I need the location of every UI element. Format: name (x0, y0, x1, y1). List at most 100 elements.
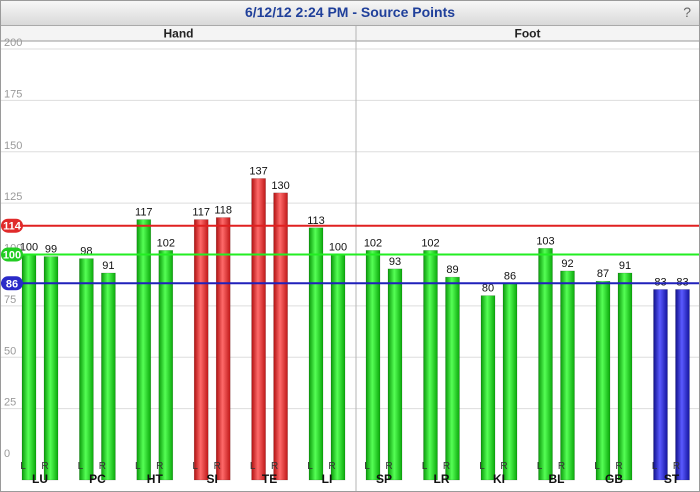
group-label-te: TE (262, 472, 277, 486)
bar-side-label: L (364, 461, 370, 472)
bar-value-label: 91 (102, 260, 114, 272)
bar-side-label: R (443, 461, 450, 472)
bar-sp-r (387, 268, 403, 481)
page-title: 6/12/12 2:24 PM - Source Points (244, 4, 456, 20)
y-tick-label: 75 (4, 294, 16, 306)
bar-sp-l (365, 250, 381, 481)
bar-side-label: L (594, 461, 600, 472)
bar-value-label: 103 (536, 235, 554, 247)
bar-lr-r (445, 276, 460, 481)
reference-badge-label: 86 (6, 278, 18, 290)
y-tick-label: 200 (4, 37, 22, 49)
bar-li-l (308, 227, 324, 481)
group-label-bl: BL (549, 472, 565, 486)
bar-st-l (653, 289, 668, 481)
bar-li-r (330, 254, 346, 481)
bar-side-label: R (615, 461, 622, 472)
y-tick-label: 175 (4, 88, 22, 100)
bar-side-label: R (673, 461, 680, 472)
bar-side-label: R (500, 461, 507, 472)
bar-lr-l (423, 250, 438, 481)
bar-ht-r (158, 250, 174, 481)
bar-side-label: L (135, 461, 141, 472)
reference-badge (1, 247, 23, 262)
bar-te-r (273, 192, 288, 481)
bar-side-label: R (328, 461, 335, 472)
bar-side-label: L (537, 461, 543, 472)
y-tick-label: 150 (4, 140, 22, 152)
bar-side-label: R (214, 461, 221, 472)
bar-gb-l (595, 280, 611, 481)
bar-ki-r (502, 283, 518, 481)
panel-title-hand: Hand (164, 27, 194, 41)
group-label-ht: HT (147, 472, 164, 486)
group-label-li: LI (322, 472, 333, 486)
bar-side-label: L (78, 461, 84, 472)
bar-side-label: L (307, 461, 313, 472)
bar-te-l (251, 178, 266, 481)
bar-ki-l (480, 295, 496, 481)
reference-badge (1, 276, 23, 291)
bar-si-l (193, 219, 209, 481)
bar-value-label: 98 (80, 246, 92, 258)
bar-side-label: L (20, 461, 26, 472)
group-label-st: ST (664, 472, 680, 486)
help-button[interactable]: ? (683, 4, 691, 20)
bar-value-label: 92 (561, 258, 573, 270)
bar-value-label: 102 (157, 237, 175, 249)
bar-side-label: L (192, 461, 198, 472)
bar-value-label: 113 (307, 215, 325, 227)
bar-value-label: 89 (446, 264, 458, 276)
y-tick-label: 25 (4, 397, 16, 409)
bar-value-label: 86 (504, 270, 516, 282)
bar-bl-r (560, 270, 575, 481)
bar-pc-r (101, 272, 116, 481)
bar-lu-r (43, 256, 59, 481)
source-points-chart: HandFoot0255075100125150175200100L99RLU9… (1, 26, 699, 491)
bar-value-label: 93 (389, 256, 401, 268)
group-label-sp: SP (376, 472, 392, 486)
y-tick-label: 0 (4, 448, 10, 460)
bar-bl-l (538, 248, 553, 481)
group-label-pc: PC (89, 472, 106, 486)
bar-value-label: 80 (482, 283, 494, 295)
bar-side-label: R (385, 461, 392, 472)
bar-side-label: L (250, 461, 256, 472)
y-tick-label: 125 (4, 191, 22, 203)
group-label-ki: KI (493, 472, 505, 486)
bar-value-label: 99 (45, 244, 57, 256)
bar-value-label: 100 (20, 242, 38, 254)
reference-badge (1, 218, 23, 233)
bar-value-label: 130 (271, 180, 289, 192)
bar-lu-l (21, 254, 37, 481)
bar-st-r (675, 289, 690, 481)
bar-value-label: 102 (421, 237, 439, 249)
bar-side-label: R (41, 461, 48, 472)
bar-ht-l (136, 219, 152, 481)
group-label-lu: LU (32, 472, 48, 486)
bar-value-label: 91 (619, 260, 631, 272)
reference-badge-label: 114 (3, 221, 22, 233)
bar-side-label: L (422, 461, 428, 472)
bar-side-label: R (156, 461, 163, 472)
group-label-si: SI (207, 472, 218, 486)
bar-gb-r (617, 272, 633, 481)
bar-value-label: 117 (192, 207, 210, 219)
group-label-gb: GB (605, 472, 623, 486)
group-label-lr: LR (434, 472, 450, 486)
bar-value-label: 100 (329, 242, 347, 254)
bar-si-r (215, 217, 231, 481)
bar-value-label: 87 (597, 268, 609, 280)
bar-side-label: R (271, 461, 278, 472)
panel-header-strip (1, 26, 699, 41)
bar-value-label: 102 (364, 237, 382, 249)
reference-badge-label: 100 (3, 250, 21, 262)
bar-value-label: 117 (135, 207, 153, 219)
bar-side-label: L (479, 461, 485, 472)
panel-title-foot: Foot (515, 27, 541, 41)
bar-side-label: R (558, 461, 565, 472)
bar-pc-l (79, 258, 94, 481)
bar-side-label: R (99, 461, 106, 472)
bar-side-label: L (652, 461, 658, 472)
